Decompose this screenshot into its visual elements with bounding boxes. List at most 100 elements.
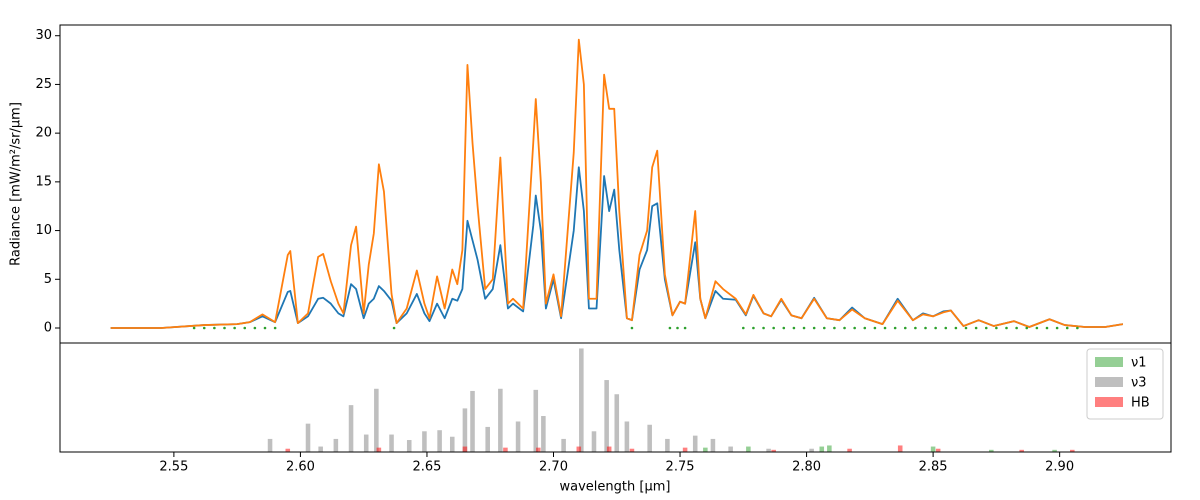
- bar: [897, 445, 903, 452]
- bar: [930, 446, 936, 452]
- line-marker: [253, 326, 257, 330]
- line-marker: [762, 326, 765, 330]
- line-marker: [853, 326, 856, 330]
- line-marker: [668, 326, 672, 330]
- line-marker: [392, 326, 396, 330]
- bar: [614, 394, 620, 452]
- bar: [576, 446, 582, 452]
- bar: [771, 449, 776, 452]
- line-marker: [843, 326, 846, 330]
- bar: [485, 426, 490, 452]
- line-marker: [863, 326, 867, 330]
- line-marker: [1005, 326, 1008, 330]
- line-marker: [873, 326, 877, 330]
- bar: [665, 438, 670, 452]
- bar: [305, 423, 311, 452]
- x-tick-label: 2.55: [159, 460, 188, 475]
- bar: [766, 448, 771, 452]
- legend-swatch: [1095, 397, 1123, 407]
- bar: [847, 448, 852, 452]
- bar: [422, 431, 427, 452]
- x-tick-label: 2.85: [919, 460, 948, 475]
- line-marker: [914, 326, 917, 330]
- line-marker: [883, 326, 887, 330]
- line-marker: [202, 326, 206, 330]
- bar: [498, 388, 503, 452]
- line-marker: [812, 326, 816, 330]
- bar: [437, 430, 442, 452]
- bar: [827, 445, 832, 452]
- x-tick-label: 2.65: [412, 460, 441, 475]
- bar: [462, 408, 468, 452]
- line-marker: [903, 326, 907, 330]
- line-marker: [802, 326, 806, 330]
- bar: [376, 447, 382, 452]
- line-marker: [1045, 326, 1049, 330]
- line-marker: [243, 326, 247, 330]
- legend-label: HB: [1131, 396, 1150, 411]
- bar: [1052, 449, 1057, 452]
- plot-frame: [59, 24, 1172, 344]
- bar: [267, 438, 273, 452]
- line-marker: [233, 326, 236, 330]
- line-marker: [924, 326, 927, 330]
- line-marker: [1076, 326, 1079, 330]
- bar: [536, 447, 541, 452]
- line-marker: [213, 326, 216, 330]
- bar: [935, 448, 941, 452]
- line-marker: [630, 326, 634, 330]
- bar: [809, 448, 814, 452]
- plot-frame: [59, 342, 1172, 453]
- y-tick-label: 10: [35, 223, 52, 238]
- line-marker: [964, 326, 968, 330]
- y-tick-label: 20: [35, 126, 52, 141]
- bar: [692, 435, 698, 452]
- bar: [728, 446, 733, 452]
- bar: [503, 447, 508, 452]
- bar: [462, 446, 468, 452]
- line-marker: [676, 326, 679, 330]
- legend-label: ν3: [1131, 376, 1147, 391]
- bar: [561, 438, 566, 452]
- y-tick-label: 30: [35, 28, 52, 43]
- line-marker: [822, 326, 826, 330]
- y-tick-label: 25: [35, 77, 52, 92]
- bar: [1019, 449, 1024, 452]
- x-tick-label: 2.75: [666, 460, 695, 475]
- bar: [374, 388, 379, 452]
- x-axis-label: wavelength [μm]: [560, 480, 671, 495]
- bar: [629, 448, 635, 452]
- line-marker: [772, 326, 775, 330]
- bar: [533, 389, 539, 452]
- line-marker: [752, 326, 755, 330]
- y-tick-label: 15: [35, 174, 52, 189]
- bar: [541, 416, 546, 452]
- line-marker: [984, 326, 988, 330]
- y-tick-label: 0: [44, 320, 52, 335]
- legend-swatch: [1095, 377, 1123, 387]
- bar: [591, 431, 597, 452]
- line-marker: [974, 326, 978, 330]
- line-marker: [1065, 326, 1069, 330]
- line-marker: [273, 326, 277, 330]
- legend-swatch: [1095, 357, 1123, 367]
- bar: [389, 434, 394, 452]
- bar: [682, 447, 688, 452]
- x-tick-label: 2.70: [539, 460, 568, 475]
- bar: [624, 421, 630, 452]
- x-tick-label: 2.90: [1045, 460, 1074, 475]
- line-marker: [934, 326, 937, 330]
- line-marker: [792, 326, 796, 330]
- line-marker: [833, 326, 836, 330]
- line-marker: [1025, 326, 1029, 330]
- line-marker: [944, 326, 948, 330]
- bar: [318, 446, 323, 452]
- bar: [579, 348, 584, 452]
- line-marker: [263, 326, 267, 330]
- line-marker: [893, 326, 897, 330]
- line-marker: [742, 326, 745, 330]
- bar: [819, 446, 825, 452]
- bar: [515, 421, 521, 452]
- bar: [647, 424, 652, 452]
